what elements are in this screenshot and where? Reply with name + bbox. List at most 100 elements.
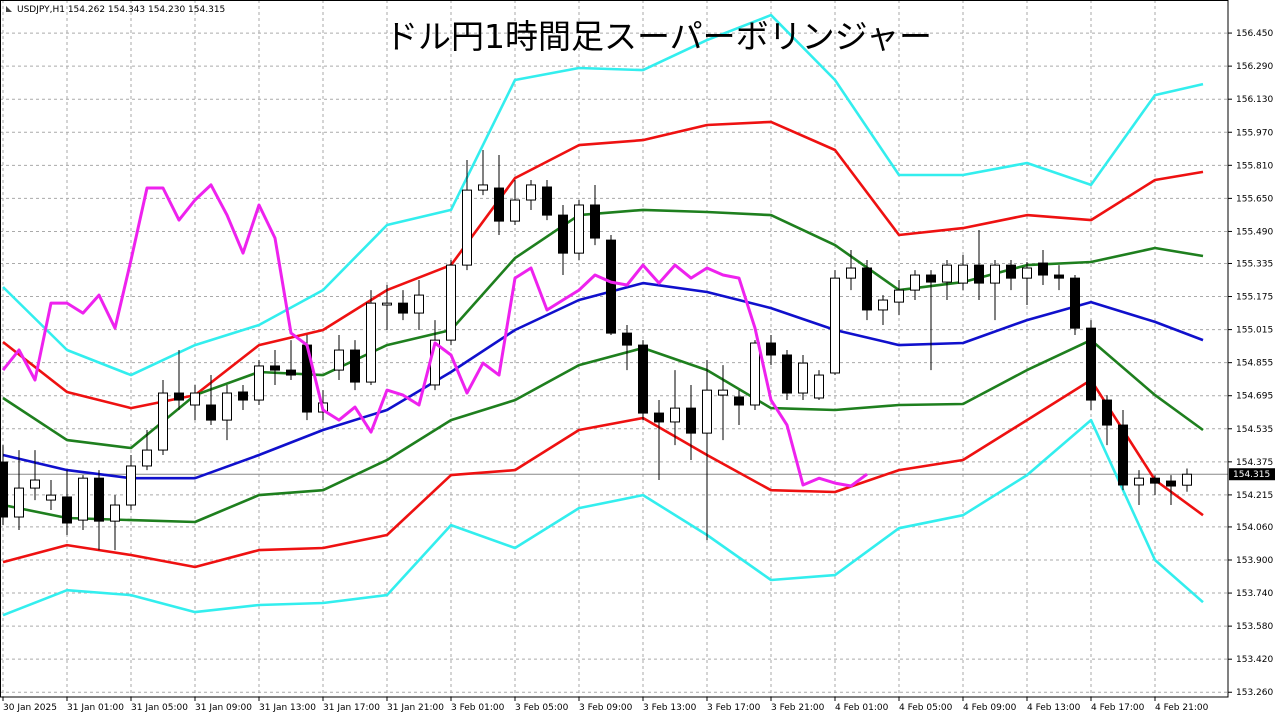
x-tick-label: 3 Feb 17:00 — [707, 703, 761, 713]
candle-body — [558, 214, 568, 254]
x-tick-label: 3 Feb 05:00 — [515, 703, 569, 713]
candle-body — [110, 504, 120, 522]
x-tick-label: 4 Feb 05:00 — [899, 703, 953, 713]
candles — [0, 150, 1192, 551]
y-tick-label: 155.970 — [1236, 128, 1273, 138]
candle-body — [1150, 477, 1160, 484]
candle-body — [958, 264, 968, 284]
x-tick-label: 4 Feb 13:00 — [1027, 703, 1081, 713]
x-tick-label: 4 Feb 17:00 — [1091, 703, 1145, 713]
candle-body — [622, 332, 632, 346]
chart-title: ドル円1時間足スーパーボリンジャー — [385, 17, 932, 56]
y-tick-label: 154.215 — [1236, 491, 1273, 501]
candle-body — [158, 392, 168, 451]
candle-body — [750, 342, 760, 406]
x-tick-label: 31 Jan 09:00 — [195, 703, 252, 713]
candle-body — [654, 412, 664, 423]
x-tick-label: 31 Jan 01:00 — [67, 703, 124, 713]
candle-body — [542, 186, 552, 216]
header-icon — [6, 6, 12, 12]
candle-body — [686, 407, 696, 434]
band-line — [2, 13, 1204, 377]
candle-body — [190, 392, 200, 406]
y-tick-label: 156.130 — [1236, 95, 1273, 105]
candle-body — [718, 389, 728, 396]
candle-body — [0, 461, 8, 518]
candle-body — [62, 496, 72, 524]
candle-body — [254, 365, 264, 401]
y-tick-label: 154.855 — [1236, 359, 1273, 369]
y-tick-label: 154.375 — [1236, 458, 1273, 468]
x-tick-label: 30 Jan 2025 — [3, 703, 57, 713]
y-tick-label: 153.740 — [1236, 589, 1273, 599]
plot-frame — [0, 0, 1229, 698]
x-tick-label: 4 Feb 21:00 — [1155, 703, 1209, 713]
chart-header: USDJPY,H1 154.262 154.343 154.230 154.31… — [17, 5, 225, 15]
candle-body — [1022, 267, 1032, 279]
candle-body — [494, 187, 504, 222]
candle-body — [78, 477, 88, 521]
candle-body — [286, 369, 296, 376]
y-tick-label: 154.060 — [1236, 523, 1273, 533]
x-tick-label: 4 Feb 01:00 — [835, 703, 889, 713]
y-tick-label: 155.335 — [1236, 259, 1273, 269]
candle-body — [510, 199, 520, 222]
candle-body — [1006, 264, 1016, 279]
candle-body — [30, 479, 40, 489]
candle-body — [174, 392, 184, 401]
candle-body — [862, 267, 872, 311]
candle-body — [398, 302, 408, 314]
candle-body — [366, 302, 376, 383]
candle-body — [1102, 399, 1112, 426]
y-tick-label: 154.535 — [1236, 425, 1273, 435]
x-tick-label: 31 Jan 05:00 — [131, 703, 188, 713]
candle-body — [238, 391, 248, 401]
band-line — [2, 338, 1204, 524]
candle-body — [46, 494, 56, 501]
candle-body — [670, 407, 680, 423]
candle-body — [1118, 424, 1128, 486]
band-line — [2, 378, 1204, 569]
candle-body — [702, 389, 712, 434]
y-tick-label: 155.015 — [1236, 326, 1273, 336]
candle-body — [1038, 262, 1048, 276]
candle-body — [478, 184, 488, 191]
x-tick-label: 31 Jan 17:00 — [323, 703, 380, 713]
candle-body — [814, 374, 824, 399]
x-tick-label: 3 Feb 13:00 — [643, 703, 697, 713]
candle-body — [1134, 477, 1144, 486]
y-tick-label: 156.290 — [1236, 62, 1273, 72]
price-label-box — [1229, 468, 1275, 481]
lagging-line — [1, 183, 868, 488]
candle-body — [94, 477, 104, 522]
candle-body — [910, 274, 920, 291]
candle-body — [1182, 473, 1192, 486]
grid — [0, 0, 1228, 697]
candle-body — [126, 465, 136, 506]
x-tick-label: 3 Feb 01:00 — [451, 703, 505, 713]
candle-body — [974, 264, 984, 284]
y-tick-label: 155.175 — [1236, 293, 1273, 303]
candle-body — [1054, 274, 1064, 279]
candle-body — [574, 204, 584, 254]
y-tick-label: 155.810 — [1236, 161, 1273, 171]
candle-body — [846, 267, 856, 279]
axes: 156.450 156.290 156.130 155.970 155.810 155.6… — [2, 29, 1275, 713]
candle-body — [526, 184, 536, 201]
lagging-line — [1, 183, 868, 488]
y-tick-label: 153.420 — [1236, 655, 1273, 665]
x-tick-label: 3 Feb 09:00 — [579, 703, 633, 713]
x-tick-label: 4 Feb 09:00 — [963, 703, 1017, 713]
candle-body — [926, 274, 936, 283]
candle-body — [270, 365, 280, 371]
candle-body — [734, 396, 744, 406]
candle-body — [14, 487, 24, 518]
band-line — [2, 120, 1204, 410]
candle-body — [334, 349, 344, 371]
candle-body — [222, 392, 232, 421]
candle-body — [942, 264, 952, 283]
candle-body — [606, 239, 616, 334]
candle-body — [798, 362, 808, 394]
candle-body — [894, 289, 904, 303]
candle-body — [382, 302, 392, 306]
